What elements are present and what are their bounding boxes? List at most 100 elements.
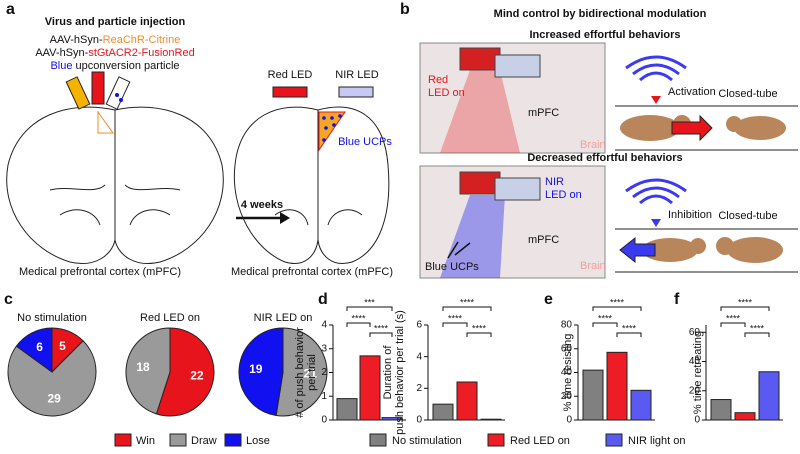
significance-label: **** <box>610 297 625 307</box>
panel-title: Virus and particle injection <box>45 16 186 28</box>
bar <box>606 351 628 421</box>
bar <box>480 418 502 421</box>
y-tick-label: 6 <box>416 320 422 331</box>
region-label: mPFC <box>528 107 559 119</box>
legend-label: Draw <box>191 435 217 447</box>
section-title: Increased effortful behaviors <box>530 29 681 41</box>
particle-color: Blue <box>50 60 72 72</box>
significance-bracket <box>346 322 371 327</box>
significance-label: **** <box>726 313 741 323</box>
y-tick-label: 3 <box>321 343 327 354</box>
construct: AAV-hSyn-stGtACR2-FusionRed <box>35 47 194 59</box>
significance-label: **** <box>351 313 366 323</box>
y-tick-label: 1 <box>321 391 327 402</box>
significance-bracket <box>346 306 393 311</box>
y-axis-label: % time resisting <box>562 334 574 412</box>
slice-label: 29 <box>47 391 61 405</box>
action-label: Activation <box>668 86 716 98</box>
significance-label: **** <box>460 297 475 307</box>
tube-label: Closed-tube <box>718 88 777 100</box>
significance-bracket <box>369 332 393 337</box>
marker <box>651 96 661 104</box>
panel-b: b Mind control by bidirectional modulati… <box>400 1 798 279</box>
red-led <box>459 47 501 71</box>
y-tick-label: 60 <box>689 327 701 338</box>
significance-label: **** <box>374 323 389 333</box>
significance-bracket <box>720 322 746 327</box>
panel-letter: e <box>544 291 553 308</box>
panel-letter: f <box>674 291 680 308</box>
caption: Medical prefrontal cortex (mPFC) <box>19 266 181 278</box>
significance-bracket <box>442 306 492 311</box>
bar <box>582 369 604 421</box>
panel-letter: c <box>4 291 13 308</box>
bar <box>336 398 358 421</box>
y-tick-label: 2 <box>416 383 422 394</box>
slice-label: 19 <box>249 362 263 376</box>
y-tick-label: 60 <box>561 343 573 354</box>
nir-beam <box>440 195 505 278</box>
significance-bracket <box>442 322 468 327</box>
slice-label: 6 <box>36 340 43 354</box>
nir-led <box>338 86 374 98</box>
y-tick-label: 80 <box>561 320 573 331</box>
significance-bracket <box>592 322 618 327</box>
pie-title: No stimulation <box>17 312 87 324</box>
legend-swatch <box>369 433 387 447</box>
ucp-dots <box>322 114 342 142</box>
significance-label: **** <box>622 323 637 333</box>
bar <box>734 412 756 421</box>
significance-label: **** <box>598 313 613 323</box>
led-label: NIR <box>545 176 564 188</box>
bar <box>758 371 780 421</box>
led-label: Red <box>428 74 448 86</box>
y-tick-label: 4 <box>321 320 327 331</box>
legend-swatch <box>487 433 505 447</box>
section-title: Decreased effortful behaviors <box>527 152 682 164</box>
arrow-head <box>280 212 290 224</box>
bar <box>456 381 478 421</box>
y-tick-label: 40 <box>561 367 573 378</box>
slice-label: 5 <box>59 339 66 353</box>
particle-name: upconversion particle <box>73 60 180 72</box>
led-label: LED on <box>545 189 582 201</box>
y-tick-label: 0 <box>416 415 422 426</box>
significance-label: **** <box>750 323 765 333</box>
brain-outline <box>233 106 390 264</box>
pie-slice <box>238 327 284 417</box>
y-tick-label: 0 <box>321 415 327 426</box>
y-axis-label: Duration of <box>382 345 394 400</box>
syringes <box>65 71 131 110</box>
legend-swatch <box>605 433 623 447</box>
significance-bracket <box>592 306 642 311</box>
y-tick-label: 0 <box>694 415 700 426</box>
red-led <box>272 86 308 98</box>
pie-title: Red LED on <box>140 312 200 324</box>
bar <box>630 389 652 421</box>
panel-a: a Virus and particle injection AAV-hSyn-… <box>6 1 393 278</box>
panel-title: Mind control by bidirectional modulation <box>494 8 707 20</box>
mice <box>620 115 786 141</box>
region-label: mPFC <box>528 234 559 246</box>
significance-bracket <box>466 332 492 337</box>
legend-label: NIR light on <box>628 435 685 447</box>
y-axis-label: per trial <box>306 354 318 391</box>
construct-prefix: AAV-hSyn- <box>50 34 103 46</box>
y-tick-label: 20 <box>689 385 701 396</box>
legend-label: No stimulation <box>392 435 462 447</box>
y-axis-label: # of push behavior <box>294 327 306 418</box>
brain-label: Brain <box>580 260 606 272</box>
red-led <box>459 171 501 195</box>
panel-letter: a <box>6 1 15 18</box>
significance-bracket <box>744 332 770 337</box>
caption: Medical prefrontal cortex (mPFC) <box>231 266 393 278</box>
significance-bracket <box>616 332 642 337</box>
significance-label: **** <box>738 297 753 307</box>
slice-label: 18 <box>136 360 150 374</box>
red-beam <box>440 70 520 153</box>
slice-label: 22 <box>190 368 204 382</box>
significance-label: **** <box>472 323 487 333</box>
arrow-label: 4 weeks <box>241 199 283 211</box>
direction-arrow <box>671 114 713 142</box>
